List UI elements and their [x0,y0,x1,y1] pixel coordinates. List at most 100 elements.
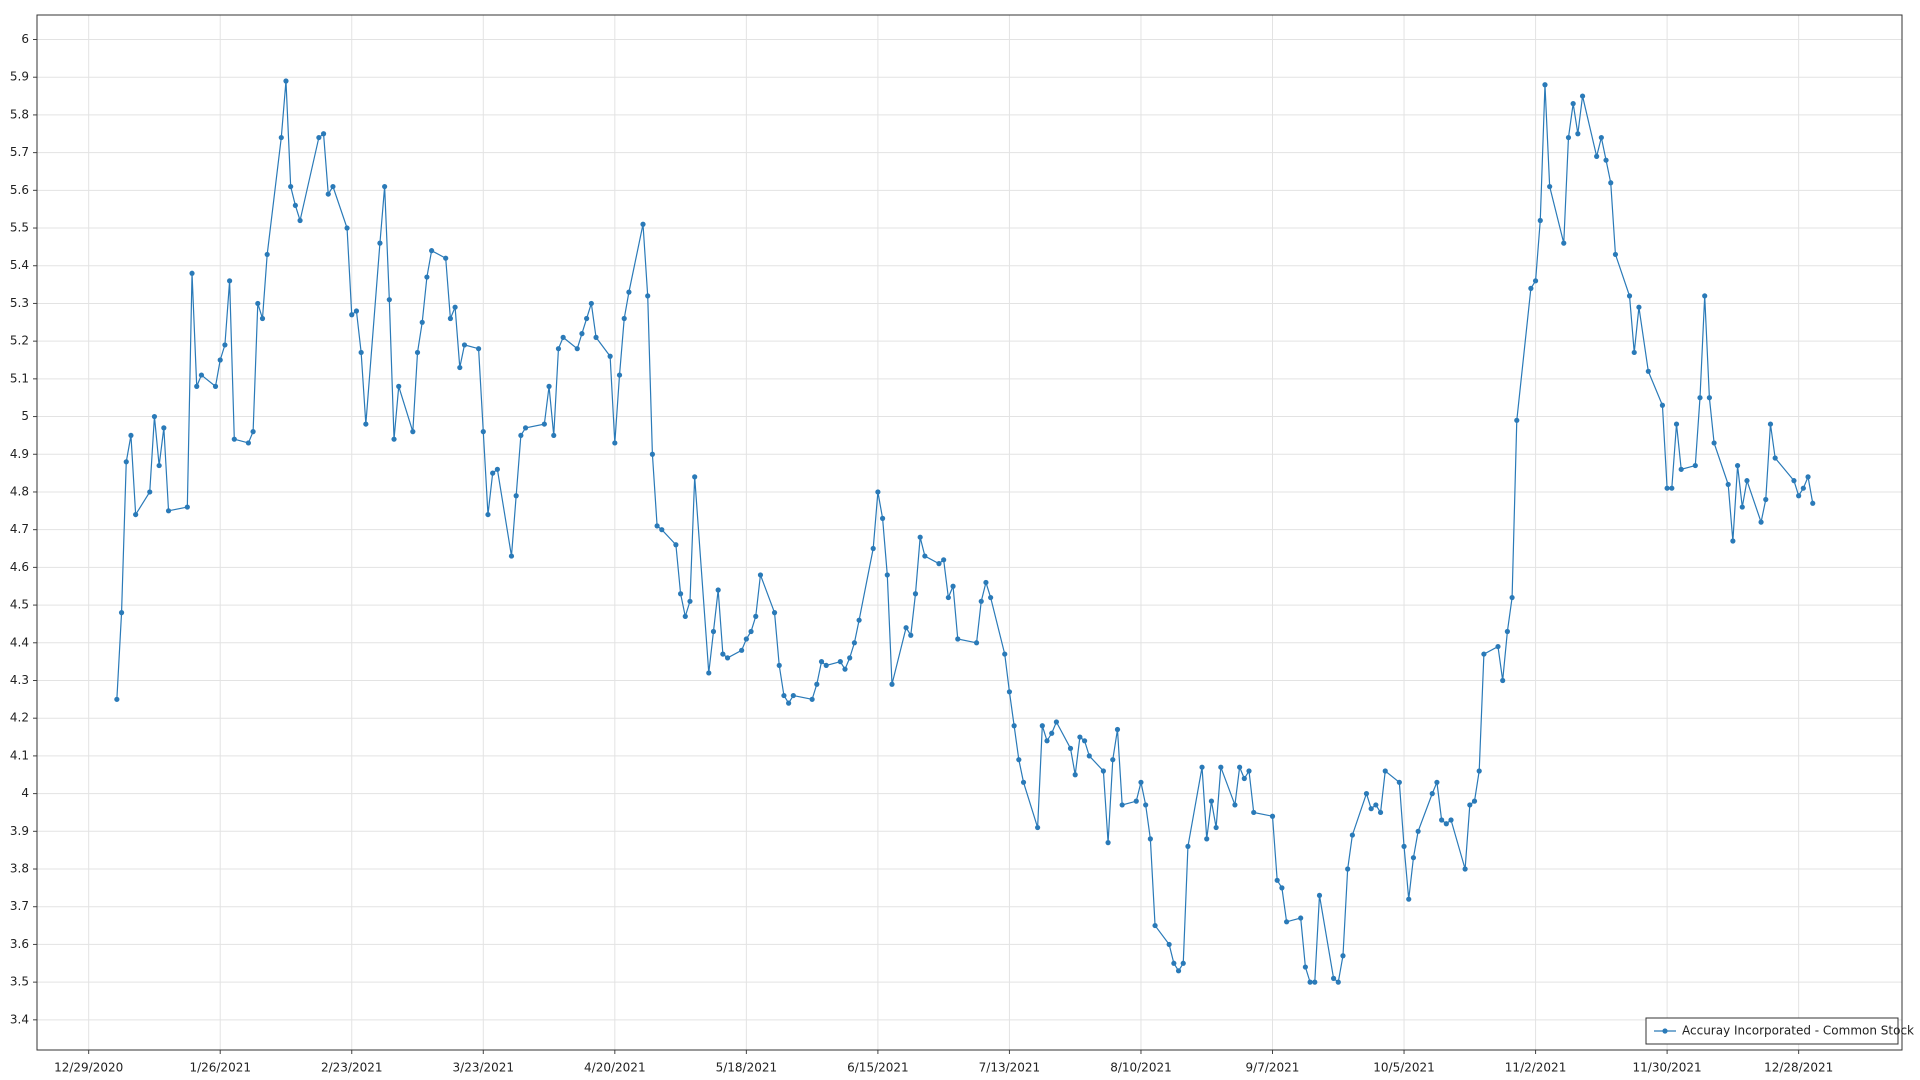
data-point [1114,726,1121,733]
data-point [480,429,486,435]
y-tick-label: 4.3 [10,673,29,687]
data-point [1044,738,1050,744]
data-point [1143,802,1149,808]
data-point [447,315,454,322]
data-point [950,583,956,589]
data-point [978,598,984,604]
data-point [1002,651,1008,657]
data-point [1006,689,1013,695]
data-point [151,413,158,420]
data-point [1020,779,1027,785]
data-point [1232,802,1238,808]
data-point [1152,922,1158,929]
data-point [922,553,928,559]
legend: Accuray Incorporated - Common Stock [1645,1017,1914,1045]
data-point [715,587,721,593]
data-point [692,474,698,480]
data-point [945,594,951,601]
data-point [414,349,421,356]
data-point [1692,462,1698,469]
data-point [1180,960,1186,966]
data-point [1298,915,1304,921]
data-point [973,640,980,646]
y-tick-label: 4.9 [10,447,29,461]
data-point [1204,836,1210,842]
data-point [1767,421,1774,427]
data-point [212,383,219,389]
data-point [250,429,256,435]
data-point [1772,455,1778,461]
y-tick-label: 5.9 [10,70,29,84]
data-point [461,342,468,348]
data-point [1598,134,1604,141]
y-tick-label: 4.2 [10,711,29,725]
data-point [1316,892,1323,899]
data-point [555,346,562,352]
data-point [673,542,679,548]
data-point [640,221,646,227]
data-point [194,383,200,389]
data-point [297,217,303,224]
data-point [217,357,223,363]
data-point [1185,843,1191,849]
data-point [875,489,881,495]
data-point [1744,478,1750,484]
data-point [1481,651,1487,657]
data-point [771,610,778,616]
data-point [739,647,745,653]
x-tick-label: 9/7/2021 [1246,1061,1300,1075]
data-point [743,636,749,642]
data-point [955,636,961,642]
data-point [410,429,416,435]
data-point [1711,440,1717,446]
y-tick-label: 4.6 [10,560,29,574]
data-point [1626,293,1633,299]
data-point [903,625,909,631]
data-point [814,681,820,687]
data-point [588,300,594,307]
data-point [363,421,369,427]
data-point [1251,809,1257,816]
data-point [724,655,731,661]
data-point [1702,293,1708,299]
data-point [1631,349,1637,356]
data-point [386,297,392,303]
data-point [908,632,914,638]
data-point [349,312,355,318]
data-point [941,557,947,563]
data-point [579,331,585,337]
data-point [847,655,853,661]
data-point [1697,395,1703,401]
y-tick-label: 4.7 [10,522,29,536]
data-point [1133,798,1139,804]
data-point [1274,877,1280,883]
data-point [344,225,350,231]
data-point [1725,481,1731,488]
data-point [1349,832,1355,838]
data-point [424,274,430,280]
data-point [396,383,402,389]
data-point [353,308,360,314]
data-point [753,613,759,619]
data-point [1213,824,1219,831]
data-point [1645,368,1651,374]
x-tick-label: 5/18/2021 [716,1061,778,1075]
data-point [1279,885,1285,891]
data-point [1603,157,1609,163]
x-tick-label: 10/5/2021 [1373,1061,1435,1075]
data-point [161,425,167,431]
data-point [593,334,599,340]
x-tick-label: 8/10/2021 [1110,1061,1172,1075]
data-point [1335,979,1341,985]
data-point [292,202,298,209]
data-point [856,617,862,623]
data-point [457,364,463,371]
data-point [879,515,886,521]
data-point [114,696,120,702]
plot-border [36,14,1903,1051]
data-point [1565,134,1572,141]
data-point [1406,896,1412,902]
data-point [659,527,665,533]
data-point [1791,478,1797,484]
